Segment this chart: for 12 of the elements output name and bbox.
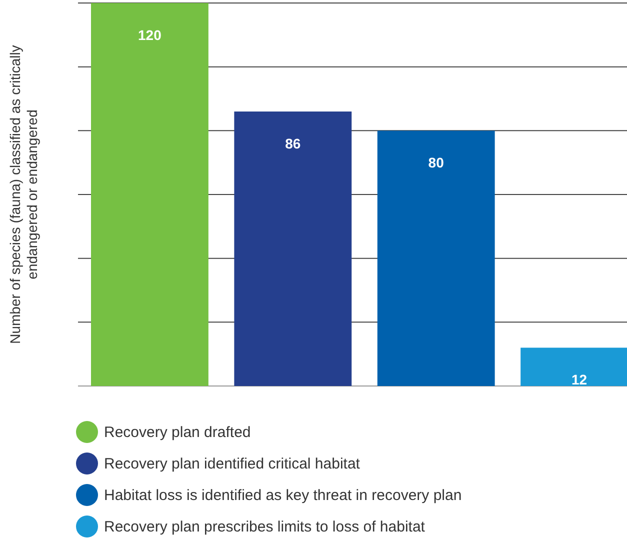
data-label: 12	[572, 372, 588, 388]
data-label: 120	[138, 27, 162, 43]
data-label: 86	[285, 136, 301, 152]
legend-label: Recovery plan drafted	[104, 424, 251, 441]
bar	[377, 130, 495, 386]
legend-label: Recovery plan prescribes limits to loss of habitat	[104, 518, 426, 536]
legend-label: Recovery plan identified critical habitat	[104, 456, 361, 472]
legend-label: Habitat loss is identified as key threat in recovery plan	[104, 487, 462, 504]
bar	[234, 112, 352, 386]
y-axis-title: Number of species (fauna) classified as critically endangered or endangered	[7, 45, 40, 344]
data-label: 80	[428, 154, 444, 171]
bar	[91, 3, 208, 386]
